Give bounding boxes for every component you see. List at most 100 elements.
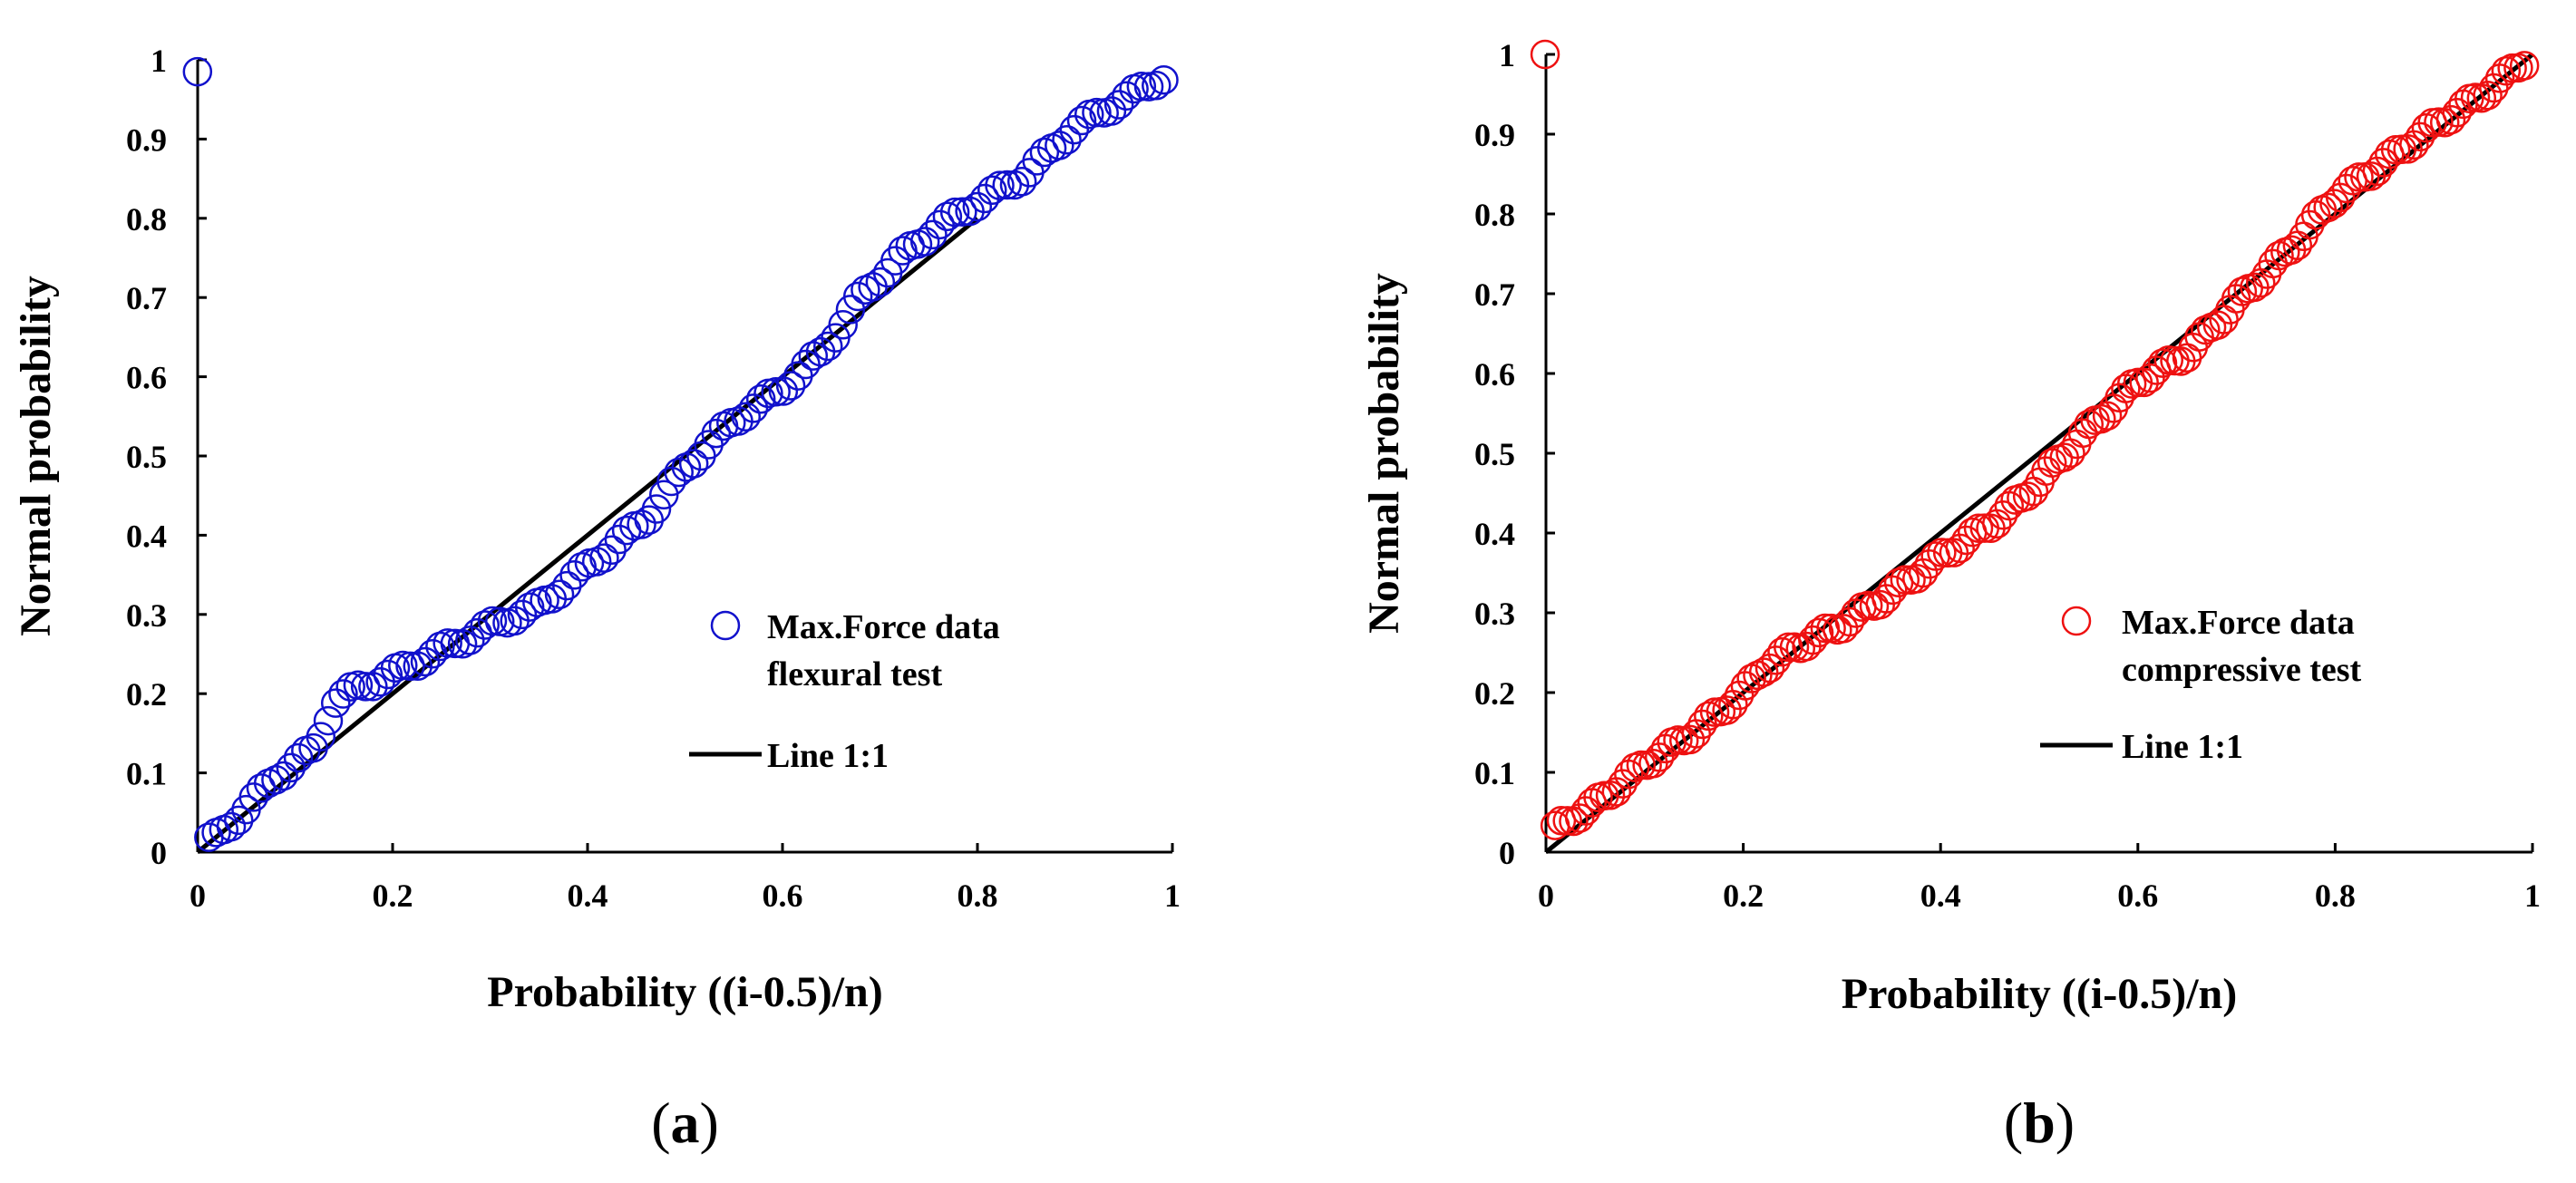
x-tick-label: 0.2 xyxy=(373,878,413,914)
data-point xyxy=(2344,162,2374,192)
x-tick-label: 0.8 xyxy=(957,878,998,914)
data-point xyxy=(1595,781,1626,810)
data-point xyxy=(1988,500,2018,530)
data-point xyxy=(1748,657,1779,687)
y-tick-label: 0.7 xyxy=(1474,276,1515,313)
y-tick-label: 0.1 xyxy=(126,756,167,792)
data-point xyxy=(1059,114,1090,145)
y-axis-label: Normal probability xyxy=(12,276,60,636)
data-point xyxy=(246,773,277,803)
y-tick-label: 0.5 xyxy=(1474,436,1515,472)
data-point xyxy=(597,535,627,566)
x-axis-label: Probability ((i-0.5)/n) xyxy=(1842,970,2237,1018)
x-tick-label: 0.2 xyxy=(1723,878,1764,914)
y-tick-label: 0.8 xyxy=(1474,197,1515,233)
y-tick-label: 1 xyxy=(151,43,167,79)
data-point xyxy=(1096,96,1127,126)
data-point xyxy=(992,170,1022,200)
y-tick-label: 0.3 xyxy=(126,597,167,634)
panel-label-close: ) xyxy=(2056,1091,2075,1155)
data-point xyxy=(2202,310,2233,340)
data-point xyxy=(664,457,694,488)
legend-label-data: Max.Force data xyxy=(2122,604,2355,642)
data-point xyxy=(1149,64,1179,95)
data-point xyxy=(1914,549,1945,579)
legend-label-data: compressive test xyxy=(2122,651,2362,689)
data-point xyxy=(2227,276,2258,306)
data-point xyxy=(2491,56,2522,86)
panel-label-close: ) xyxy=(700,1091,719,1155)
data-point xyxy=(641,494,672,524)
x-tick-label: 0.6 xyxy=(763,878,803,914)
data-point xyxy=(283,742,314,773)
data-point xyxy=(627,509,656,539)
data-point xyxy=(470,610,501,640)
data-point xyxy=(1006,167,1037,197)
data-point xyxy=(276,752,306,783)
data-point xyxy=(813,331,843,362)
data-point xyxy=(828,309,858,340)
data-point xyxy=(768,376,799,406)
data-point xyxy=(350,672,381,702)
data-point xyxy=(559,560,589,590)
data-point xyxy=(1029,137,1060,168)
data-point xyxy=(1767,636,1797,667)
data-point xyxy=(1564,803,1595,833)
y-tick-label: 0.9 xyxy=(126,121,167,158)
data-point xyxy=(544,579,575,609)
x-tick-label: 0.6 xyxy=(2117,878,2158,914)
y-tick-label: 0.8 xyxy=(126,201,167,238)
legend-marker-circle xyxy=(2061,606,2092,636)
data-point xyxy=(925,209,955,240)
data-point xyxy=(701,418,732,449)
data-point xyxy=(775,371,806,401)
data-point xyxy=(2509,51,2540,81)
data-point xyxy=(2098,393,2129,423)
data-point xyxy=(731,402,761,432)
data-point xyxy=(1712,695,1742,725)
y-tick-label: 0.3 xyxy=(1474,596,1515,632)
data-point xyxy=(328,679,358,709)
data-point xyxy=(1530,39,1560,70)
data-point xyxy=(268,761,298,791)
data-point xyxy=(2191,315,2221,345)
data-point xyxy=(1045,131,1074,160)
data-point xyxy=(1834,606,1865,637)
data-point xyxy=(1626,750,1657,781)
y-tick-label: 0.4 xyxy=(126,518,167,554)
data-point xyxy=(589,543,619,573)
x-tick-label: 0 xyxy=(1538,878,1554,914)
data-point xyxy=(738,393,769,423)
chart-b: 0 0.2 0.4 0.6 0.8 1 0 0.1 0.2 0.3 0.4 0.5 0.6 0.7 0.8 0… xyxy=(1360,37,2541,1155)
data-point xyxy=(1694,701,1724,732)
data-point xyxy=(1066,105,1097,136)
panel-label-letter: a xyxy=(671,1091,700,1155)
data-point xyxy=(842,281,873,312)
x-tick-label: 1 xyxy=(2524,878,2541,914)
data-point xyxy=(410,646,441,677)
x-tick-label: 0.4 xyxy=(1920,878,1961,914)
y-tick-label: 0 xyxy=(1499,835,1515,871)
y-tick-label: 0.9 xyxy=(1474,117,1515,153)
y-tick-label: 0 xyxy=(151,835,167,871)
data-point xyxy=(182,56,213,87)
y-tick-label: 0.7 xyxy=(126,280,167,316)
y-tick-label: 1 xyxy=(1499,37,1515,73)
data-point xyxy=(433,628,462,658)
legend-marker-circle xyxy=(710,610,741,641)
data-point xyxy=(1082,97,1112,128)
x-tick-label: 0.4 xyxy=(568,878,608,914)
data-point xyxy=(1103,90,1134,120)
data-point xyxy=(909,227,940,257)
data-point xyxy=(678,449,709,479)
data-point xyxy=(2393,134,2423,164)
x-tick-label: 0.8 xyxy=(2315,878,2356,914)
data-point xyxy=(1142,71,1171,101)
data-point xyxy=(918,219,948,250)
data-point xyxy=(1963,513,1994,543)
data-point xyxy=(455,625,485,655)
data-point xyxy=(962,191,993,222)
data-point xyxy=(2129,367,2159,398)
data-point xyxy=(216,811,247,842)
